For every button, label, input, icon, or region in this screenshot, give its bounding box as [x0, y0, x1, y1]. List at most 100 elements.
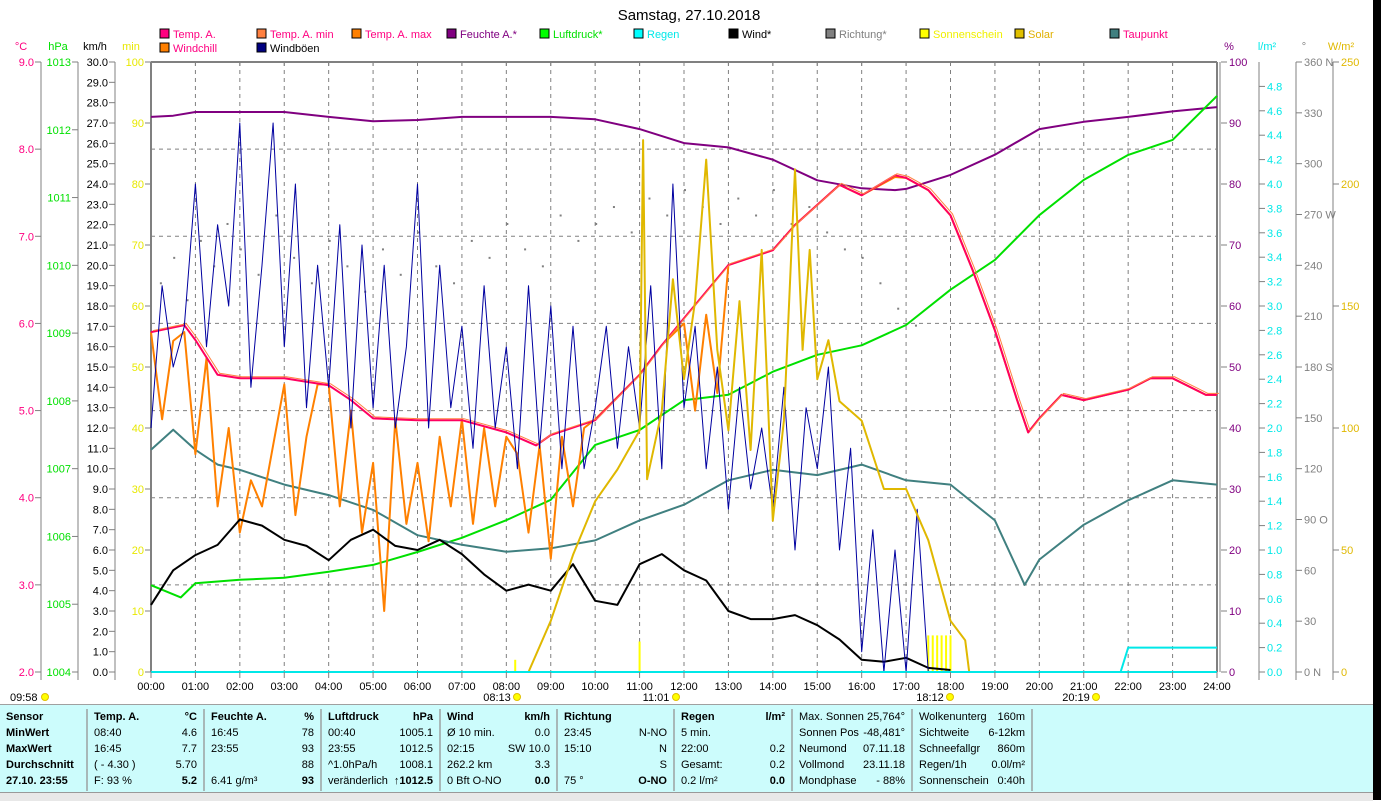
axis-tick-label-solar: 50: [1341, 545, 1353, 557]
legend-label: Temp. A.: [173, 29, 216, 41]
axis-tick-label-dir: 0 N: [1304, 667, 1321, 679]
sunshine-bar: [949, 635, 952, 672]
axis-tick-label-wind: 6.0: [93, 545, 108, 557]
direction-point: [346, 265, 349, 268]
stats-label: Durchschnitt: [6, 759, 74, 771]
legend-swatch: [159, 42, 170, 53]
chart-axes: °C2.03.04.05.06.07.08.09.0hPa10041005100…: [15, 41, 1359, 680]
x-tick-label: 05:00: [359, 681, 387, 693]
stats-header: Regen l/m²: [681, 709, 785, 725]
axis-tick-label-hum: 100: [1229, 57, 1247, 69]
stats-label: 23:55: [211, 743, 239, 755]
stats-value: 6-12km: [988, 727, 1025, 739]
axis-tick-label-wind: 4.0: [93, 586, 108, 598]
axis-tick-label-wind: 9.0: [93, 484, 108, 496]
axis-tick-label-min: 40: [132, 423, 144, 435]
axis-tick-label-temp: 9.0: [19, 57, 34, 69]
chart-legend: Temp. A. Temp. A. min Temp. A. max Feuchte …: [159, 28, 1168, 55]
plot-area: [150, 95, 1219, 673]
axis-tick-label-wind: 30.0: [87, 57, 108, 69]
axis-tick-label-press: 1013: [47, 57, 71, 69]
time-axis: 00:00 01:00 02:00 03:00 04:00 05:00 06:00 07:00…: [10, 672, 1231, 704]
axis-tick-label-dir: 120: [1304, 464, 1322, 476]
stats-row: 88: [211, 757, 314, 773]
axis-tick-label-temp: 4.0: [19, 493, 34, 505]
direction-point: [719, 222, 722, 225]
x-tick-label: 22:00: [1114, 681, 1142, 693]
sunset-icon: [946, 693, 954, 701]
axis-tick-label-press: 1008: [47, 396, 71, 408]
stats-row: Ø 10 min. 0.0: [447, 725, 550, 741]
stats-value: 5.70: [175, 759, 197, 771]
stats-label: 16:45: [211, 727, 239, 739]
series-taupunkt: [150, 428, 1218, 586]
sunshine-bar: [940, 635, 943, 672]
axis-tick-label-dir: 60: [1304, 565, 1316, 577]
axis-tick-label-solar: 150: [1341, 301, 1359, 313]
legend-label: Wind*: [742, 29, 772, 41]
axis-tick-label-solar: 250: [1341, 57, 1359, 69]
x-tick-label: 13:00: [715, 681, 743, 693]
direction-point: [577, 239, 580, 242]
axis-tick-label-rain: 2.6: [1267, 350, 1282, 362]
stats-label: Wind: [447, 711, 474, 723]
stats-value: -48,481°: [863, 727, 905, 739]
stats-row: 16:45 78: [211, 725, 314, 741]
axis-tick-label-rain: 3.6: [1267, 228, 1282, 240]
x-tick-label: 21:00: [1070, 681, 1098, 693]
axis-tick-label-rain: 4.4: [1267, 130, 1282, 142]
axis-tick-label-temp: 2.0: [19, 667, 34, 679]
x-tick-label: 03:00: [270, 681, 298, 693]
stats-column: Luftdruck hPa 00:40 1005.1 23:55 1012.5 ^1.0hP…: [322, 709, 441, 791]
stats-label: MaxWert: [6, 743, 52, 755]
x-tick-label: 08:00: [493, 681, 521, 693]
stats-row: veränderlich ↑1012.5: [328, 773, 433, 789]
stats-row: 23:55 1012.5: [328, 741, 433, 757]
direction-point: [399, 273, 402, 276]
axis-tick-label-rain: 0.6: [1267, 594, 1282, 606]
direction-point: [381, 248, 384, 251]
direction-point: [826, 231, 829, 234]
axis-tick-label-press: 1010: [47, 260, 71, 272]
stats-value: 1008.1: [399, 759, 433, 771]
axis-tick-label-hum: 0: [1229, 667, 1235, 679]
sunshine-bar: [936, 635, 939, 672]
stats-label: 08:40: [94, 727, 122, 739]
stats-label: Sichtweite: [919, 727, 970, 739]
legend-swatch: [1109, 28, 1120, 39]
x-tick-label: 01:00: [182, 681, 210, 693]
marker-moonset: 09:58: [10, 692, 38, 704]
stats-label: 02:15: [447, 743, 475, 755]
stats-label: Gesamt:: [681, 759, 723, 771]
axis-tick-label-rain: 1.6: [1267, 472, 1282, 484]
legend-swatch: [919, 28, 930, 39]
x-tick-label: 16:00: [848, 681, 876, 693]
status-bar: [0, 792, 1373, 801]
stats-value: 7.7: [181, 743, 197, 755]
axis-tick-label-min: 10: [132, 606, 144, 618]
stats-label: 23:55: [328, 743, 356, 755]
legend-label: Windböen: [270, 43, 320, 55]
series-wind: [150, 518, 951, 671]
axis-tick-label-wind: 19.0: [87, 281, 108, 293]
axis-tick-label-wind: 29.0: [87, 77, 108, 89]
stats-label: 16:45: [94, 743, 122, 755]
stats-column: Temp. A. °C 08:40 4.6 16:45 7.7 ( - 4.30 ) 5.70…: [88, 709, 205, 791]
stats-value: N: [659, 743, 667, 755]
stats-value: 93: [301, 743, 314, 755]
stats-row: 22:00 0.2: [681, 741, 785, 757]
stats-value: 0.0: [534, 727, 550, 739]
axis-tick-label-temp: 8.0: [19, 144, 34, 156]
axis-tick-label-wind: 27.0: [87, 118, 108, 130]
stats-row: 0.2 l/m² 0.0: [681, 773, 785, 789]
axis-tick-label-hum: 30: [1229, 484, 1241, 496]
axis-tick-label-dir: 330: [1304, 108, 1322, 120]
axis-tick-label-dir: 150: [1304, 413, 1322, 425]
axis-tick-label-wind: 20.0: [87, 260, 108, 272]
stats-label: 00:40: [328, 727, 356, 739]
legend-swatch: [633, 28, 644, 39]
stats-label: 262.2 km: [447, 759, 493, 771]
axis-unit-rain: l/m²: [1258, 41, 1277, 53]
axis-tick-label-rain: 1.8: [1267, 447, 1282, 459]
legend-swatch: [446, 28, 457, 39]
